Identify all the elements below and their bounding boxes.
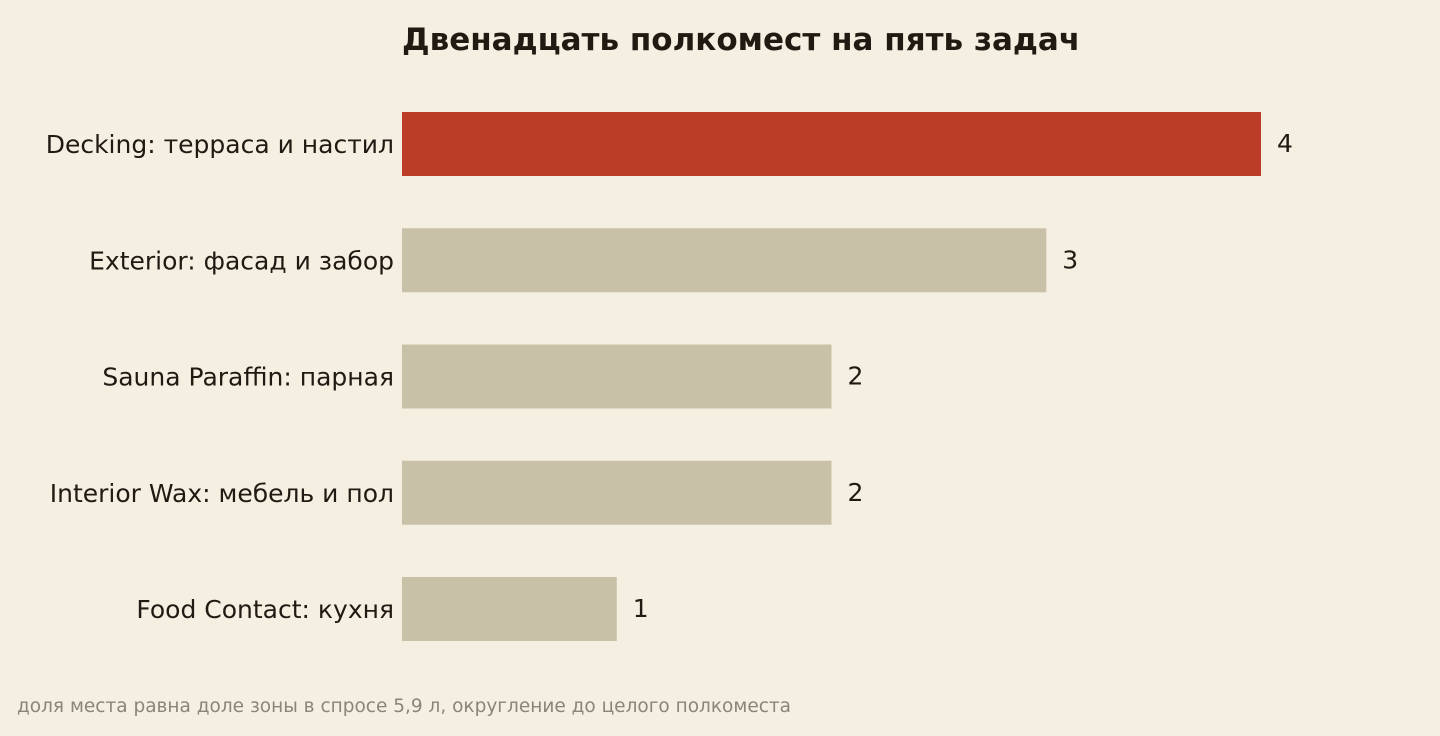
bar [402,577,617,641]
value-label: 4 [1277,129,1293,158]
category-label: Decking: терраса и настил [46,130,394,159]
bar [402,344,832,409]
chart-footnote: доля места равна доле зоны в спросе 5,9 … [17,696,791,717]
bar [402,228,1047,293]
bar [402,112,1261,176]
category-label: Food Contact: кухня [136,595,394,624]
value-label: 2 [848,478,864,507]
category-label: Sauna Paraffin: парная [102,363,394,392]
category-label: Interior Wax: мебель и пол [50,479,394,508]
value-label: 3 [1062,245,1078,274]
bars-layer: Decking: терраса и настил 4 Exterior: фаса… [46,112,1293,641]
category-label: Exterior: фасад и забор [89,246,394,275]
value-label: 2 [848,362,864,391]
value-label: 1 [633,594,649,623]
bar [402,460,832,525]
chart-title: Двенадцать полкомест на пять задач [402,22,1080,58]
